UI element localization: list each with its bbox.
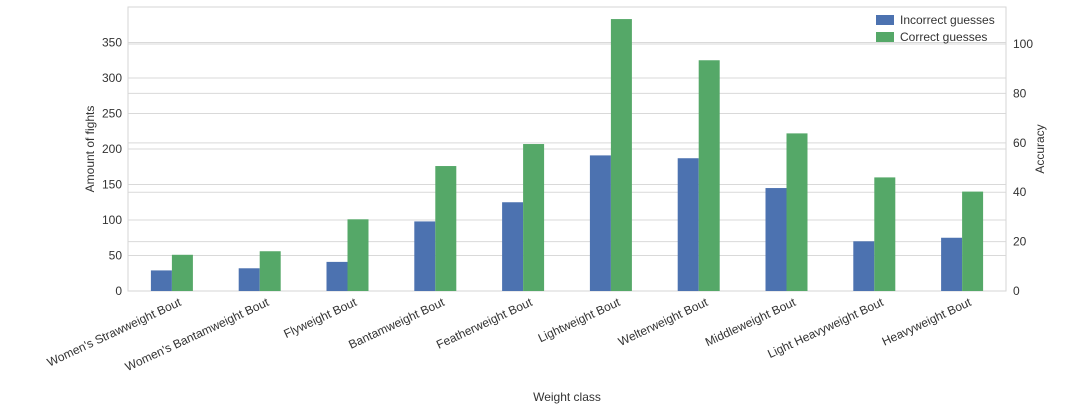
bar-correct-4 <box>523 144 545 291</box>
left-tick-label: 50 <box>109 249 123 263</box>
bar-correct-5 <box>610 19 632 291</box>
right-y-axis-label: Accuracy <box>1033 124 1047 173</box>
bar-incorrect-1 <box>238 268 260 291</box>
right-tick-label: 80 <box>1013 86 1027 100</box>
bar-correct-8 <box>874 177 896 291</box>
bar-incorrect-2 <box>326 261 348 291</box>
bar-incorrect-5 <box>589 155 611 291</box>
x-tick-label: Heavyweight Bout <box>880 295 974 349</box>
x-tick-label: Flyweight Bout <box>282 295 360 341</box>
legend-label-incorrect: Incorrect guesses <box>900 13 995 27</box>
left-tick-label: 250 <box>102 107 122 121</box>
x-tick-label: Women's Strawweight Bout <box>45 295 184 370</box>
bar-correct-2 <box>347 219 369 291</box>
left-tick-label: 150 <box>102 178 122 192</box>
left-tick-label: 0 <box>115 284 122 298</box>
x-tick-label: Featherweight Bout <box>434 295 535 352</box>
bars <box>150 19 984 291</box>
bar-incorrect-0 <box>150 270 172 291</box>
x-tick-label: Women's Bantamweight Bout <box>123 295 272 374</box>
bar-incorrect-6 <box>677 158 699 291</box>
left-tick-label: 200 <box>102 142 122 156</box>
right-tick-label: 100 <box>1013 37 1033 51</box>
bar-correct-7 <box>786 133 808 291</box>
bar-incorrect-4 <box>502 202 524 291</box>
right-tick-label: 40 <box>1013 185 1027 199</box>
bar-correct-1 <box>259 251 281 291</box>
legend-label-correct: Correct guesses <box>900 30 987 44</box>
right-tick-label: 60 <box>1013 136 1027 150</box>
left-tick-label: 350 <box>102 36 122 50</box>
right-tick-label: 0 <box>1013 284 1020 298</box>
bar-incorrect-9 <box>941 237 963 291</box>
x-tick-label: Welterweight Bout <box>616 295 711 349</box>
legend-swatch-correct <box>876 32 894 42</box>
bar-correct-0 <box>171 254 193 291</box>
x-axis-label: Weight class <box>533 390 601 404</box>
x-tick-label: Bantamweight Bout <box>346 295 447 352</box>
right-axis-ticks: 0 20 40 60 80 100 <box>1013 37 1033 298</box>
bar-correct-9 <box>962 191 984 291</box>
bar-correct-3 <box>435 166 457 291</box>
left-tick-label: 300 <box>102 71 122 85</box>
bar-incorrect-8 <box>853 241 875 291</box>
left-axis-ticks: 0 50 100 150 200 250 300 350 <box>102 36 122 299</box>
bar-correct-6 <box>698 60 720 291</box>
left-tick-label: 100 <box>102 213 122 227</box>
bar-incorrect-3 <box>414 221 436 291</box>
plot-frame <box>127 6 1007 292</box>
y-axis-label: Amount of fights <box>83 106 97 193</box>
x-tick-label: Lightweight Bout <box>536 295 623 345</box>
legend-swatch-incorrect <box>876 15 894 25</box>
right-tick-label: 20 <box>1013 235 1027 249</box>
bar-incorrect-7 <box>765 188 787 291</box>
legend: Incorrect guesses Correct guesses <box>876 13 995 44</box>
grid <box>128 42 1006 292</box>
